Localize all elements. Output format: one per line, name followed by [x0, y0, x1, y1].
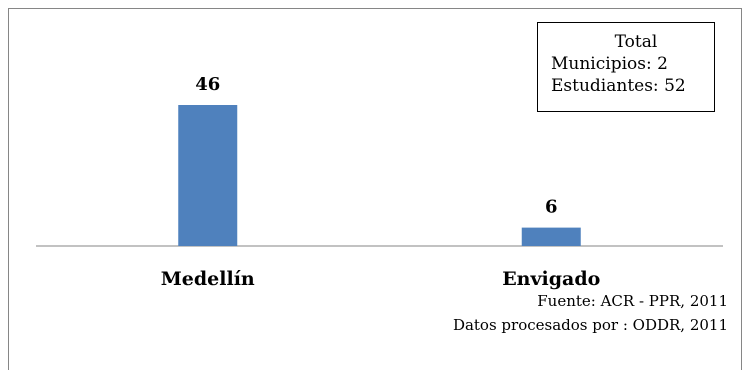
bar-2 — [521, 227, 581, 246]
bar-1 — [178, 105, 238, 246]
category-label-1: Medellín — [161, 268, 255, 290]
totals-legend-box: Total Municipios: 2 Estudiantes: 52 — [537, 22, 715, 112]
totals-municipios: Municipios: 2 — [551, 54, 668, 74]
totals-estudiantes: Estudiantes: 52 — [551, 76, 686, 96]
data-label-1: 46 — [195, 74, 220, 95]
data-label-2: 6 — [545, 197, 558, 218]
totals-title: Total — [614, 32, 658, 52]
chart-border — [8, 8, 742, 370]
source-line-1: Fuente: ACR - PPR, 2011 — [537, 292, 728, 310]
bars-layer: 46 Medellín 6 Envigado — [161, 74, 601, 290]
category-label-2: Envigado — [502, 268, 600, 290]
source-line-2: Datos procesados por : ODDR, 2011 — [452, 316, 728, 334]
